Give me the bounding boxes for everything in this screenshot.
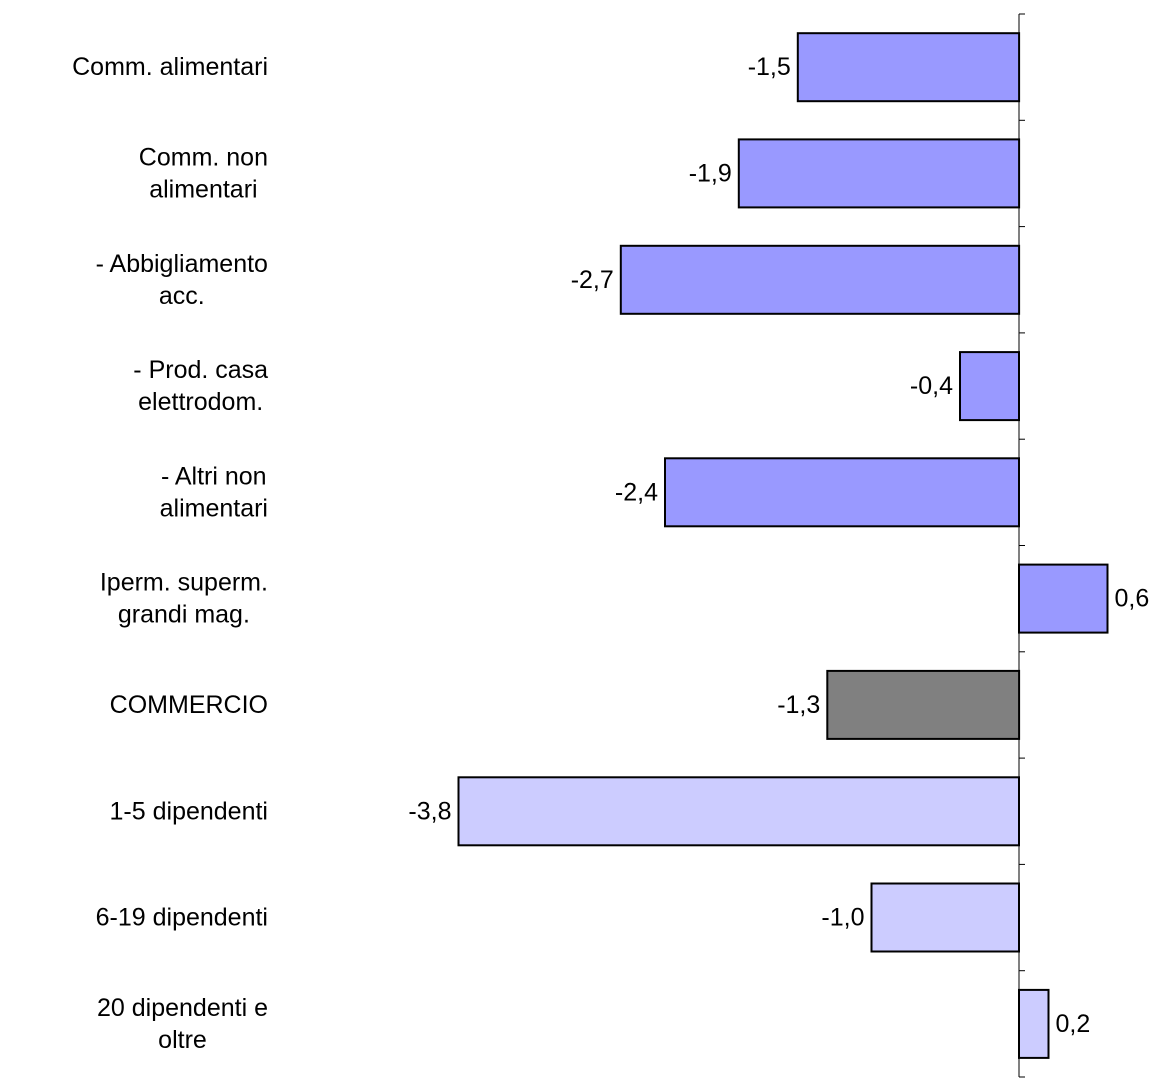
data-label: 0,2 xyxy=(1056,1010,1091,1038)
data-label: -1,9 xyxy=(689,159,732,187)
category-label: Iperm. superm. grandi mag. xyxy=(100,569,268,629)
category-label: 1-5 dipendenti xyxy=(110,797,268,825)
bar xyxy=(664,457,1020,528)
bar xyxy=(796,32,1021,103)
bar xyxy=(1018,563,1109,634)
bar xyxy=(826,669,1021,740)
bar xyxy=(870,882,1020,953)
bar xyxy=(959,351,1020,422)
category-label: - Abbigliamento acc. xyxy=(96,250,268,310)
data-label: -2,4 xyxy=(615,478,658,506)
value-labels: -1,5 -1,9 -2,7 -0,4 -2,4 0,6 -1,3 -3,8 -1,0 0,2 xyxy=(408,53,1149,1038)
bars xyxy=(457,32,1109,1059)
data-label: -0,4 xyxy=(910,372,953,400)
data-label: -1,0 xyxy=(821,904,864,932)
category-label: 6-19 dipendenti xyxy=(96,904,268,932)
data-label: -2,7 xyxy=(571,266,614,294)
category-label: - Prod. casa elettrodom. xyxy=(133,356,268,416)
category-label: Comm. non alimentari xyxy=(139,143,268,203)
category-label: Comm. alimentari xyxy=(72,53,268,81)
data-label: -1,5 xyxy=(748,53,791,81)
category-label: 20 dipendenti e oltre xyxy=(97,994,268,1054)
data-label: 0,6 xyxy=(1115,585,1150,613)
bar xyxy=(1018,988,1050,1059)
category-label: COMMERCIO xyxy=(110,691,268,719)
data-label: -3,8 xyxy=(408,797,451,825)
bar xyxy=(457,776,1020,847)
bar xyxy=(619,244,1021,315)
category-label: - Altri non alimentari xyxy=(160,462,268,522)
category-axis xyxy=(1018,13,1025,1078)
category-labels: Comm. alimentari Comm. non alimentari - Abb… xyxy=(72,53,268,1054)
bar xyxy=(737,138,1021,209)
data-label: -1,3 xyxy=(777,691,820,719)
